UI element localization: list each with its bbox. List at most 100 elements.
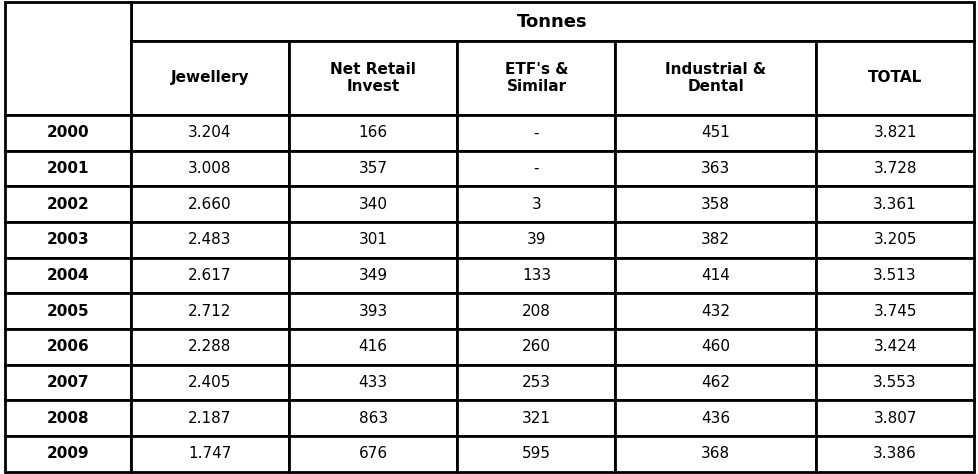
- Text: 433: 433: [358, 375, 387, 390]
- Text: 133: 133: [521, 268, 551, 283]
- Bar: [5, 293, 131, 329]
- Text: Industrial &
Dental: Industrial & Dental: [664, 62, 766, 94]
- Bar: [615, 151, 816, 186]
- Text: 676: 676: [358, 447, 387, 461]
- Text: 363: 363: [700, 161, 730, 176]
- Bar: [816, 365, 973, 401]
- Bar: [289, 222, 457, 258]
- Bar: [816, 258, 973, 293]
- Text: 2.660: 2.660: [188, 197, 232, 212]
- Text: 3.807: 3.807: [872, 410, 916, 426]
- Bar: [5, 186, 131, 222]
- Text: 3.821: 3.821: [872, 125, 916, 140]
- Bar: [5, 365, 131, 401]
- Text: 2004: 2004: [47, 268, 89, 283]
- Bar: [5, 401, 131, 436]
- Bar: [131, 436, 289, 472]
- Bar: [816, 401, 973, 436]
- Bar: [5, 258, 131, 293]
- Text: 368: 368: [700, 447, 730, 461]
- Bar: [816, 436, 973, 472]
- Bar: [131, 186, 289, 222]
- Text: 349: 349: [358, 268, 387, 283]
- Text: 358: 358: [700, 197, 730, 212]
- Text: 432: 432: [700, 304, 730, 319]
- Bar: [289, 329, 457, 365]
- Text: 2.405: 2.405: [188, 375, 231, 390]
- Text: 2000: 2000: [47, 125, 89, 140]
- Bar: [816, 293, 973, 329]
- Bar: [131, 401, 289, 436]
- Bar: [457, 293, 615, 329]
- Text: Net Retail
Invest: Net Retail Invest: [330, 62, 416, 94]
- Bar: [816, 41, 973, 115]
- Bar: [289, 258, 457, 293]
- Bar: [131, 365, 289, 401]
- Text: 2.617: 2.617: [188, 268, 232, 283]
- Text: 1.747: 1.747: [188, 447, 231, 461]
- Bar: [5, 115, 131, 151]
- Bar: [615, 329, 816, 365]
- Text: 416: 416: [358, 339, 387, 354]
- Text: 3.008: 3.008: [188, 161, 232, 176]
- Bar: [131, 115, 289, 151]
- Bar: [615, 365, 816, 401]
- Text: 3.513: 3.513: [872, 268, 916, 283]
- Text: 340: 340: [358, 197, 387, 212]
- Bar: [457, 115, 615, 151]
- Text: TOTAL: TOTAL: [867, 71, 921, 85]
- Text: 414: 414: [700, 268, 730, 283]
- Text: 2.483: 2.483: [188, 232, 232, 247]
- Text: 2001: 2001: [47, 161, 89, 176]
- Text: 2008: 2008: [47, 410, 89, 426]
- Text: 301: 301: [358, 232, 387, 247]
- Bar: [5, 329, 131, 365]
- Text: 863: 863: [358, 410, 387, 426]
- Text: 3.728: 3.728: [872, 161, 916, 176]
- Text: 3.361: 3.361: [872, 197, 916, 212]
- Bar: [457, 258, 615, 293]
- Text: 460: 460: [700, 339, 730, 354]
- Bar: [131, 2, 973, 41]
- Bar: [615, 186, 816, 222]
- Text: 462: 462: [700, 375, 730, 390]
- Text: 2.712: 2.712: [188, 304, 231, 319]
- Bar: [289, 401, 457, 436]
- Text: 3.745: 3.745: [872, 304, 916, 319]
- Bar: [615, 115, 816, 151]
- Bar: [131, 258, 289, 293]
- Bar: [615, 401, 816, 436]
- Text: Tonnes: Tonnes: [516, 13, 587, 31]
- Text: -: -: [533, 125, 539, 140]
- Text: 2003: 2003: [47, 232, 89, 247]
- Text: 208: 208: [521, 304, 551, 319]
- Bar: [457, 329, 615, 365]
- Text: 3.424: 3.424: [872, 339, 916, 354]
- Bar: [131, 222, 289, 258]
- Bar: [816, 115, 973, 151]
- Bar: [816, 151, 973, 186]
- Bar: [289, 436, 457, 472]
- Bar: [457, 436, 615, 472]
- Bar: [457, 222, 615, 258]
- Bar: [457, 151, 615, 186]
- Bar: [5, 222, 131, 258]
- Bar: [5, 151, 131, 186]
- Text: Jewellery: Jewellery: [170, 71, 248, 85]
- Text: 253: 253: [521, 375, 551, 390]
- Bar: [615, 293, 816, 329]
- Bar: [816, 329, 973, 365]
- Bar: [5, 436, 131, 472]
- Text: 436: 436: [700, 410, 730, 426]
- Bar: [615, 436, 816, 472]
- Text: 3.386: 3.386: [872, 447, 916, 461]
- Bar: [131, 41, 289, 115]
- Bar: [289, 151, 457, 186]
- Bar: [615, 41, 816, 115]
- Text: 2.288: 2.288: [188, 339, 231, 354]
- Bar: [816, 222, 973, 258]
- Text: 595: 595: [521, 447, 551, 461]
- Text: ETF's &
Similar: ETF's & Similar: [505, 62, 567, 94]
- Text: 2009: 2009: [47, 447, 89, 461]
- Bar: [131, 151, 289, 186]
